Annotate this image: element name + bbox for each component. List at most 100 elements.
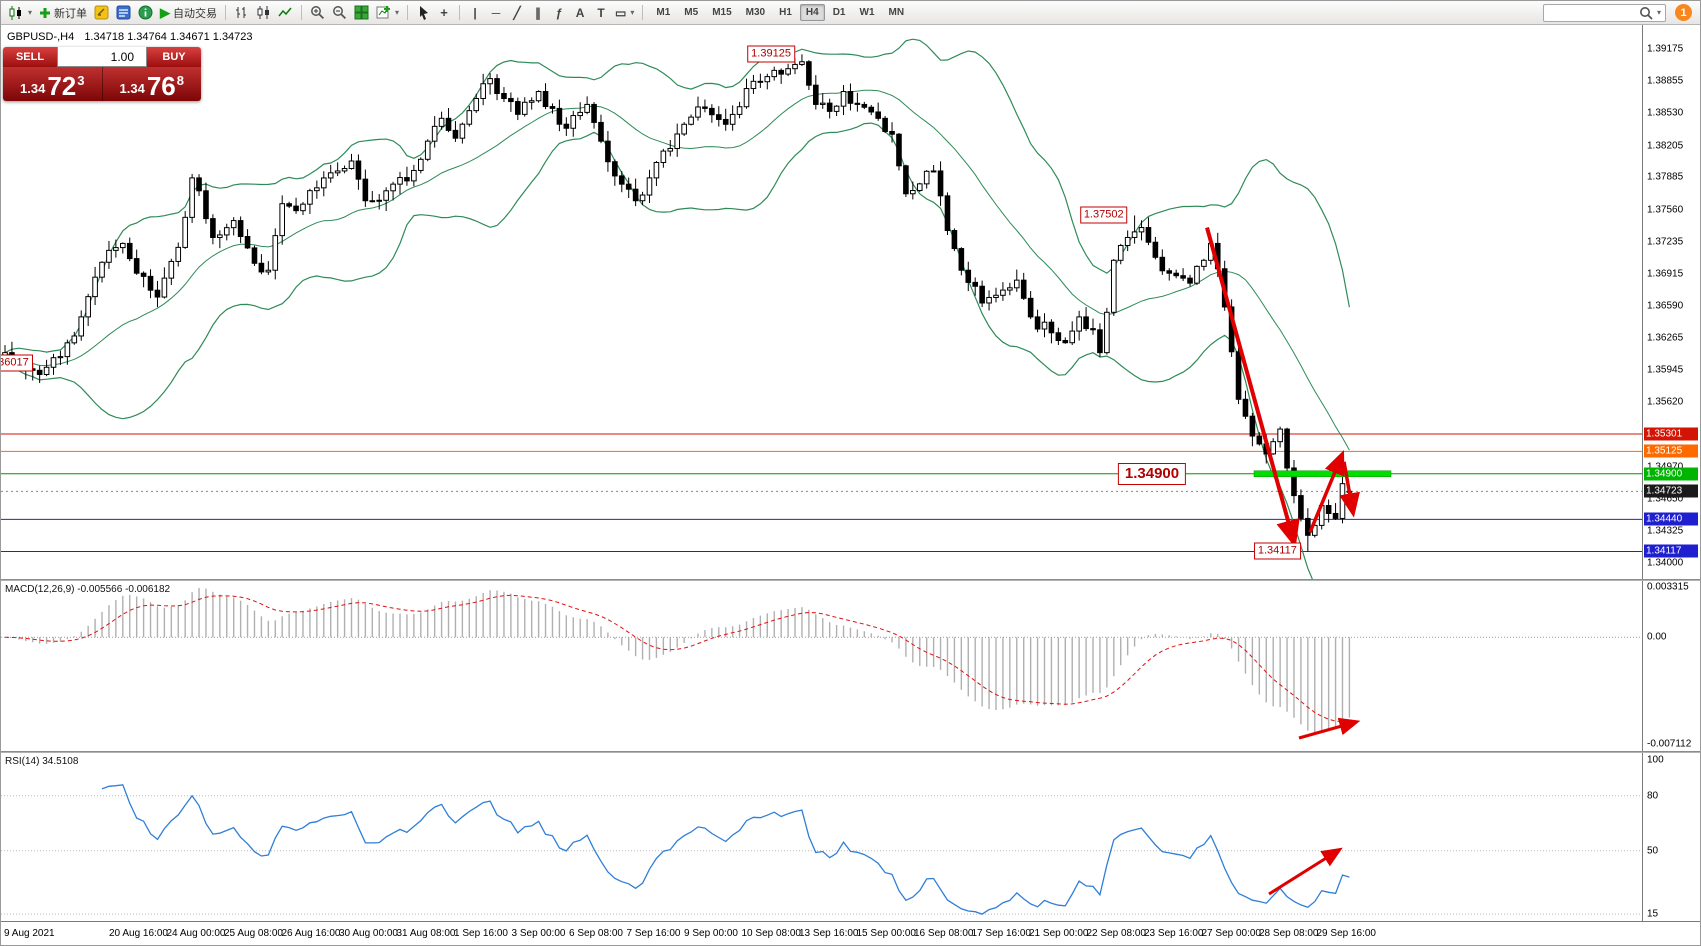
- toolbar-separator: [642, 5, 644, 20]
- autotrading-button[interactable]: ▶ 自动交易: [157, 3, 220, 23]
- time-axis-label: 1 Sep 16:00: [454, 928, 508, 939]
- price-tag: 1.34440: [1644, 512, 1698, 526]
- rsi-chart-canvas[interactable]: RSI(14) 34.5108: [1, 753, 1642, 921]
- rsi-pane: RSI(14) 34.5108 100 80 50 15: [1, 753, 1700, 921]
- candlestick-icon: [9, 5, 21, 20]
- timeframe-m1[interactable]: M1: [656, 7, 671, 18]
- macd-chart-canvas[interactable]: MACD(12,26,9) -0.005566 -0.006182: [1, 581, 1642, 751]
- text-tool-icon[interactable]: A: [575, 5, 585, 20]
- macd-signal-line: [4, 594, 1350, 723]
- cursor-icon[interactable]: [413, 3, 433, 23]
- timeframe-w1[interactable]: W1: [859, 7, 875, 18]
- time-axis-label: 9 Aug 2021: [4, 928, 55, 939]
- price-scale-tick: 1.34650: [1647, 493, 1684, 505]
- charts-toolbar-icon[interactable]: ▾: [5, 3, 35, 23]
- new-chart-icon[interactable]: ▾: [373, 3, 402, 23]
- time-axis-label: 28 Sep 08:00: [1259, 928, 1319, 939]
- timeframe-m15[interactable]: M15: [712, 7, 732, 18]
- rsi-line: [101, 784, 1350, 915]
- trend-arrow[interactable]: [1339, 461, 1360, 518]
- chevron-down-icon: ▾: [630, 8, 635, 17]
- price-annotation-label[interactable]: 1.34900: [1117, 462, 1187, 485]
- new-order-label: 新订单: [54, 7, 88, 20]
- terminal-icon[interactable]: [135, 3, 156, 23]
- main-toolbar: ▾ 新订单 ▶ 自动交易: [1, 1, 1700, 25]
- support-zone-rect[interactable]: [1253, 470, 1392, 478]
- candles-layer: [2, 54, 1353, 552]
- toolbar-search[interactable]: ▾: [1542, 3, 1666, 22]
- crosshair-icon[interactable]: +: [440, 5, 448, 20]
- pane-divider[interactable]: [1, 579, 1700, 581]
- macd-label: MACD(12,26,9) -0.005566 -0.006182: [5, 584, 171, 595]
- timeframe-m30[interactable]: M30: [745, 7, 766, 18]
- shapes-icon[interactable]: ▭ ▾: [615, 5, 635, 20]
- price-scale-tick: 1.37885: [1647, 171, 1684, 183]
- price-scale-tick: 1.36265: [1647, 332, 1684, 344]
- time-axis-label: 30 Aug 00:00: [339, 928, 398, 939]
- timeframe-h4[interactable]: H4: [799, 4, 825, 21]
- time-axis-label: 20 Aug 16:00: [109, 928, 168, 939]
- time-axis-label: 3 Sep 00:00: [511, 928, 566, 939]
- price-chart-canvas[interactable]: GBPUSD-,H4 1.34718 1.34764 1.34671 1.347…: [1, 25, 1642, 579]
- buy-button[interactable]: BUY: [147, 47, 201, 67]
- bar-chart-icon[interactable]: [231, 3, 252, 23]
- horizontal-lines: [1, 433, 1642, 552]
- timeframe-d1[interactable]: D1: [832, 7, 846, 18]
- trend-arrow[interactable]: [1205, 227, 1300, 549]
- time-axis-label: 9 Sep 00:00: [684, 928, 738, 939]
- price-annotation-label[interactable]: 1.34117: [1253, 542, 1301, 560]
- buy-price-button[interactable]: 1.34 76 8: [119, 71, 184, 101]
- chevron-down-icon: ▾: [28, 8, 33, 17]
- sell-button[interactable]: SELL: [3, 47, 57, 67]
- time-axis-label: 29 Sep 16:00: [1316, 928, 1377, 939]
- pane-divider[interactable]: [1, 751, 1700, 753]
- bollinger-bands: [4, 38, 1350, 579]
- vertical-line-icon[interactable]: |: [473, 5, 477, 20]
- channel-icon[interactable]: ∥: [535, 5, 542, 20]
- rsi-scale-tick: 80: [1647, 790, 1659, 802]
- sell-price-button[interactable]: 1.34 72 3: [20, 71, 85, 101]
- price-annotation-label[interactable]: 1.37502: [1079, 206, 1128, 224]
- market-watch-icon[interactable]: [113, 3, 134, 23]
- price-scale-tick: 1.35945: [1647, 364, 1684, 376]
- time-axis-label: 22 Sep 08:00: [1086, 928, 1147, 939]
- notification-badge[interactable]: 1: [1675, 4, 1692, 21]
- time-axis-label: 21 Sep 00:00: [1029, 928, 1089, 939]
- time-axis-label: 16 Sep 08:00: [914, 928, 974, 939]
- trendline-icon[interactable]: ╱: [513, 5, 521, 20]
- search-input[interactable]: [1547, 6, 1636, 19]
- zoom-in-icon[interactable]: [307, 3, 328, 23]
- trend-arrow[interactable]: [1268, 847, 1343, 896]
- candlestick-chart-icon[interactable]: [253, 3, 274, 23]
- label-tool-icon[interactable]: T: [597, 5, 605, 20]
- metaeditor-icon[interactable]: [91, 3, 112, 23]
- macd-scale[interactable]: 0.003315 0.00 -0.007112: [1642, 581, 1700, 751]
- horizontal-line-icon[interactable]: ─: [491, 5, 501, 20]
- timeframe-mn[interactable]: MN: [888, 7, 905, 18]
- timeframe-m5[interactable]: M5: [684, 7, 699, 18]
- tile-windows-icon[interactable]: [351, 3, 372, 23]
- price-annotation-label[interactable]: 1.39125: [747, 45, 795, 63]
- zoom-out-icon[interactable]: [329, 3, 350, 23]
- time-axis[interactable]: 9 Aug 2021 20 Aug 16:00 24 Aug 00:00 25 Aug…: [1, 921, 1700, 945]
- symbol-ohlc-line: GBPUSD-,H4 1.34718 1.34764 1.34671 1.347…: [7, 31, 260, 43]
- rsi-scale[interactable]: 100 80 50 15: [1642, 753, 1700, 921]
- price-annotation-label[interactable]: 1.36017: [1, 354, 33, 372]
- blue-panel-icon: [116, 5, 131, 20]
- trend-arrow[interactable]: [1298, 717, 1361, 740]
- new-order-button[interactable]: 新订单: [36, 3, 90, 23]
- price-scale-tick: 1.34000: [1647, 557, 1684, 569]
- price-scale-tick: 1.38855: [1647, 75, 1684, 87]
- lot-size-input[interactable]: [57, 47, 147, 67]
- rsi-scale-tick: 15: [1647, 908, 1659, 920]
- time-axis-label: 17 Sep 16:00: [971, 928, 1032, 939]
- timeframe-h1[interactable]: H1: [779, 7, 792, 18]
- price-scale[interactable]: 1.39175 1.38855 1.38530 1.38205 1.37885 1.375…: [1642, 25, 1700, 579]
- yellow-tool-icon: [94, 5, 109, 20]
- trend-arrow[interactable]: [1308, 450, 1345, 534]
- line-chart-icon[interactable]: [275, 3, 296, 23]
- macd-pane: MACD(12,26,9) -0.005566 -0.006182 0.0033…: [1, 581, 1700, 751]
- fibonacci-icon[interactable]: ƒ: [555, 5, 563, 20]
- price-tag: 1.34723: [1644, 484, 1698, 498]
